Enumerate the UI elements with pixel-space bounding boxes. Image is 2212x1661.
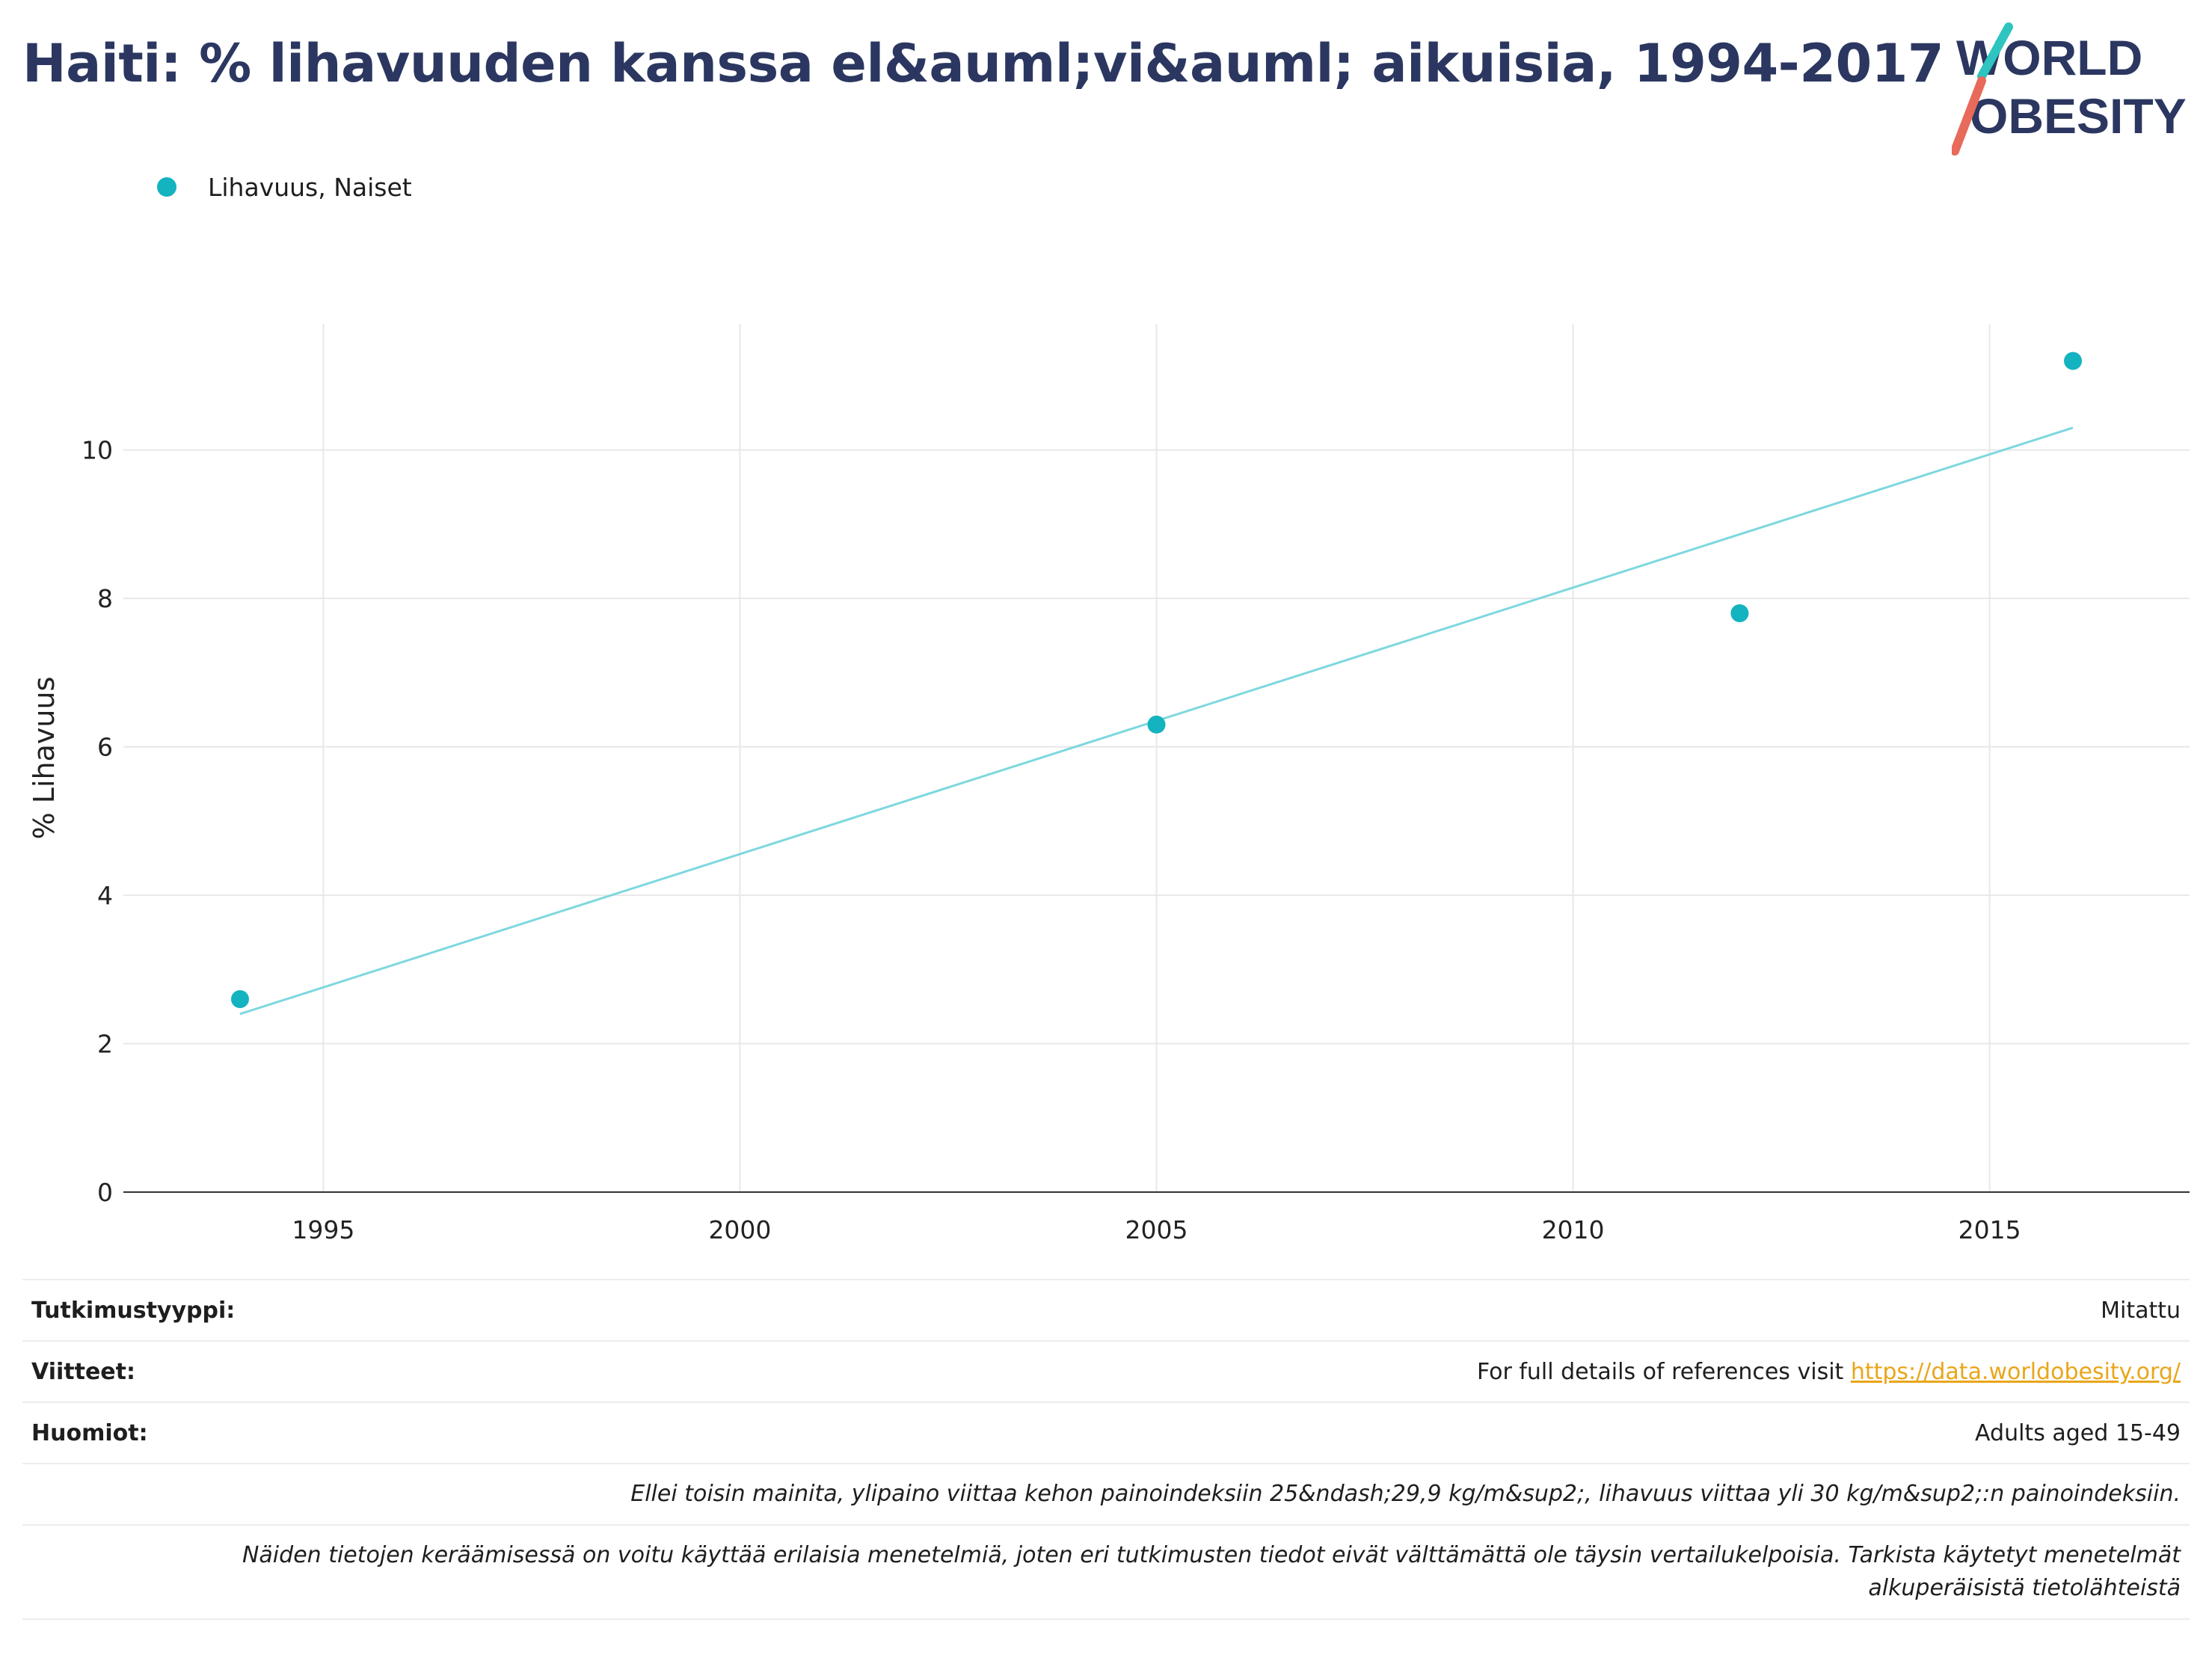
methods-note-line-2: alkuperäisistä tietolähteistä (1868, 1575, 2181, 1601)
notes-row: Huomiot: Adults aged 15-49 (22, 1401, 2190, 1463)
data-point (2064, 351, 2083, 370)
references-text: For full details of references visit (1476, 1358, 1851, 1385)
data-point (230, 990, 249, 1008)
scatter-chart: 1995 2000 2005 2010 2015 0 2 4 6 8 10 % Lihavuus (28, 324, 2190, 1244)
y-tick-label: 2 (97, 1030, 113, 1059)
legend-label: Lihavuus, Naiset (208, 172, 412, 202)
y-tick-label: 0 (97, 1178, 113, 1207)
study-type-label: Tutkimustyyppi: (31, 1297, 236, 1324)
y-tick-label: 6 (97, 733, 113, 762)
x-tick-label: 2015 (1958, 1215, 2021, 1244)
references-value: For full details of references visit htt… (1477, 1359, 2181, 1385)
notes-value: Adults aged 15-49 (1975, 1419, 2181, 1446)
notes-label: Huomiot: (31, 1419, 148, 1446)
methods-note-row: Näiden tietojen keräämisessä on voitu kä… (22, 1524, 2190, 1620)
data-point (1147, 715, 1166, 734)
x-tick-label: 2000 (708, 1215, 771, 1244)
methods-note: Näiden tietojen keräämisessä on voitu kä… (242, 1539, 2181, 1605)
study-type-value: Mitattu (2101, 1297, 2181, 1324)
y-axis-title: % Lihavuus (28, 677, 61, 840)
definition-note: Ellei toisin mainita, ylipaino viittaa k… (630, 1481, 2181, 1507)
chart-footer: Tutkimustyyppi: Mitattu Viitteet: For fu… (22, 1279, 2190, 1620)
x-tick-label: 2005 (1125, 1215, 1188, 1244)
chart-legend[interactable]: Lihavuus, Naiset (157, 171, 412, 203)
svg-text:OBESITY: OBESITY (1970, 88, 2187, 144)
y-tick-label: 8 (97, 584, 113, 613)
study-type-row: Tutkimustyyppi: Mitattu (22, 1279, 2190, 1340)
references-row: Viitteet: For full details of references… (22, 1340, 2190, 1401)
references-link[interactable]: https://data.worldobesity.org/ (1850, 1358, 2181, 1385)
y-tick-label: 4 (97, 881, 113, 910)
chart-title: Haiti: % lihavuuden kanssa el&auml;vi&au… (22, 33, 1944, 94)
methods-note-line-1: Näiden tietojen keräämisessä on voitu kä… (242, 1542, 2181, 1568)
x-tick-label: 1995 (292, 1215, 354, 1244)
y-tick-label: 10 (82, 436, 113, 465)
x-tick-label: 2010 (1542, 1215, 1605, 1244)
legend-marker (157, 177, 176, 197)
world-obesity-logo: WORLD OBESITY (1952, 22, 2187, 156)
references-label: Viitteet: (31, 1358, 135, 1385)
data-point (1730, 604, 1749, 622)
definition-note-row: Ellei toisin mainita, ylipaino viittaa k… (22, 1463, 2190, 1524)
